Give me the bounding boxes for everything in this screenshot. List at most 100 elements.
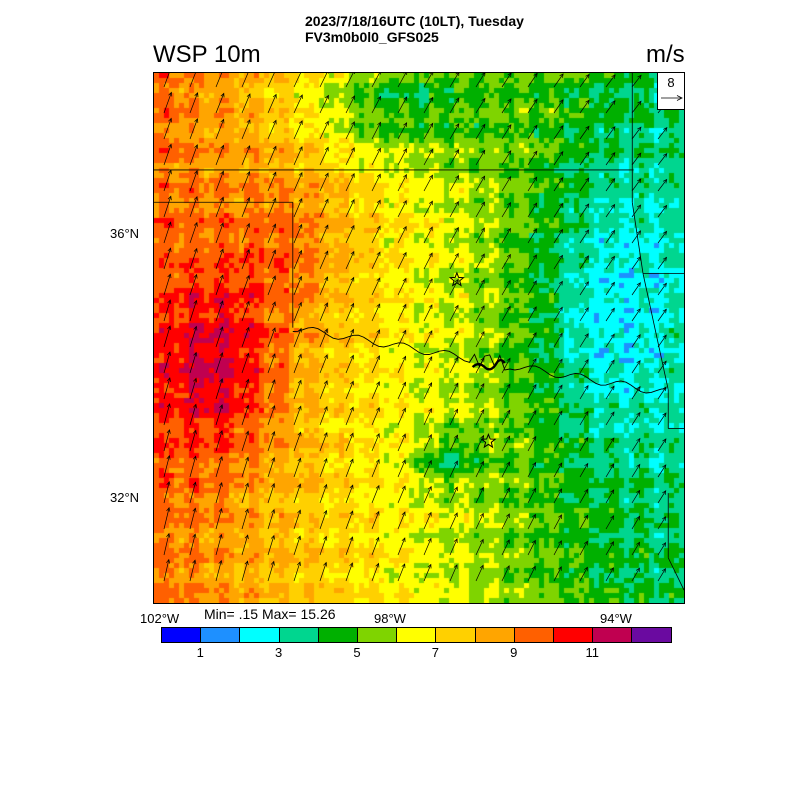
arrow-head xyxy=(480,383,485,388)
arrow-head xyxy=(481,175,486,181)
arrow-head xyxy=(610,307,615,313)
arrow-shaft xyxy=(397,73,407,88)
arrow-shaft xyxy=(293,561,301,582)
arrow-head xyxy=(558,280,563,286)
arrow-shaft xyxy=(501,332,511,348)
wind-vector-arrow xyxy=(371,73,382,88)
wind-vector-arrow xyxy=(475,123,486,140)
wind-vector-arrow xyxy=(345,121,355,140)
arrow-head xyxy=(168,143,172,149)
wind-vector-arrow xyxy=(631,126,642,140)
arrow-shaft xyxy=(449,73,459,88)
arrow-head xyxy=(297,535,302,541)
wind-vector-arrow xyxy=(189,73,196,88)
wind-vector-arrow xyxy=(449,330,459,348)
arrow-shaft xyxy=(449,357,459,374)
arrow-shaft xyxy=(189,352,197,374)
arrow-head xyxy=(350,380,354,386)
arrow-shaft xyxy=(449,97,460,114)
arrow-head xyxy=(611,152,616,157)
arrow-shaft xyxy=(215,145,224,166)
arrow-shaft xyxy=(579,255,589,270)
arrow-shaft xyxy=(501,254,511,270)
arrow-shaft xyxy=(657,127,668,140)
wind-vector-arrow xyxy=(631,489,641,504)
station-markers xyxy=(448,271,497,449)
arrow-head xyxy=(455,200,459,206)
colorbar-label: 7 xyxy=(431,645,440,660)
arrow-head xyxy=(506,279,511,285)
arrow-shaft xyxy=(631,438,641,452)
arrow-head xyxy=(298,146,303,151)
arrow-shaft xyxy=(553,125,564,140)
arrow-head xyxy=(637,74,642,80)
wind-vector-arrow xyxy=(657,386,667,400)
arrow-head xyxy=(271,379,276,384)
wind-vector-arrow xyxy=(423,433,432,452)
arrow-head xyxy=(455,123,460,128)
arrow-shaft xyxy=(241,145,251,166)
arrow-shaft xyxy=(397,434,406,452)
arrow-head xyxy=(454,382,459,388)
arrow-shaft xyxy=(553,488,562,504)
arrow-shaft xyxy=(657,153,668,166)
arrow-head xyxy=(271,301,276,307)
wind-vector-arrow xyxy=(371,484,380,504)
arrow-head xyxy=(166,558,171,564)
wind-vector-arrow xyxy=(501,487,510,504)
arrow-head xyxy=(218,481,223,487)
wind-vector-arrow xyxy=(579,177,590,192)
wind-vector-arrow xyxy=(345,276,355,296)
arrow-head xyxy=(662,516,667,521)
arrow-head xyxy=(506,331,511,337)
arrow-shaft xyxy=(163,118,172,140)
arrow-shaft xyxy=(579,74,590,88)
arrow-shaft xyxy=(163,533,170,556)
state-border-line xyxy=(667,557,684,591)
wind-vector-arrow xyxy=(189,481,197,504)
arrow-head xyxy=(585,203,590,209)
arrow-head xyxy=(558,540,562,545)
wind-vector-arrow xyxy=(293,172,303,192)
wind-vector-arrow xyxy=(241,378,250,400)
arrow-head xyxy=(193,273,198,279)
wind-vector-arrow xyxy=(163,169,172,192)
arrow-shaft xyxy=(579,567,588,582)
arrow-head xyxy=(428,226,433,232)
wind-vector-arrow xyxy=(579,410,589,426)
arrow-shaft xyxy=(371,225,381,244)
arrow-shaft xyxy=(397,382,406,400)
arrow-shaft xyxy=(371,277,381,296)
arrow-shaft xyxy=(293,328,302,348)
arrow-shaft xyxy=(163,222,172,244)
arrow-shaft xyxy=(189,482,196,504)
arrow-shaft xyxy=(475,73,486,88)
arrow-shaft xyxy=(501,384,511,400)
arrow-head xyxy=(323,535,328,541)
arrow-shaft xyxy=(423,460,432,478)
wind-vector-arrow xyxy=(267,145,277,166)
wind-vector-arrow xyxy=(657,230,668,244)
wind-vector-arrow xyxy=(163,195,172,218)
wind-vector-arrow xyxy=(657,178,668,192)
arrow-head xyxy=(272,145,277,151)
wind-vector-arrow xyxy=(579,540,588,556)
arrow-shaft xyxy=(631,230,641,244)
colorbar-cell xyxy=(475,628,515,642)
arrow-shaft xyxy=(475,227,485,244)
arrow-shaft xyxy=(449,123,460,140)
arrow-shaft xyxy=(293,302,302,322)
arrow-head xyxy=(402,199,407,205)
arrow-shaft xyxy=(527,228,537,244)
wind-vector-arrow xyxy=(475,331,485,348)
wind-vector-arrow xyxy=(631,411,641,426)
arrow-head xyxy=(507,73,512,77)
arrow-shaft xyxy=(423,149,433,166)
arrow-shaft xyxy=(449,435,458,452)
arrow-shaft xyxy=(553,385,563,400)
arrow-shaft xyxy=(371,485,380,504)
wind-vector-arrow xyxy=(605,203,616,218)
arrow-shaft xyxy=(189,456,196,478)
arrow-head xyxy=(610,333,615,339)
arrow-shaft xyxy=(397,408,406,426)
